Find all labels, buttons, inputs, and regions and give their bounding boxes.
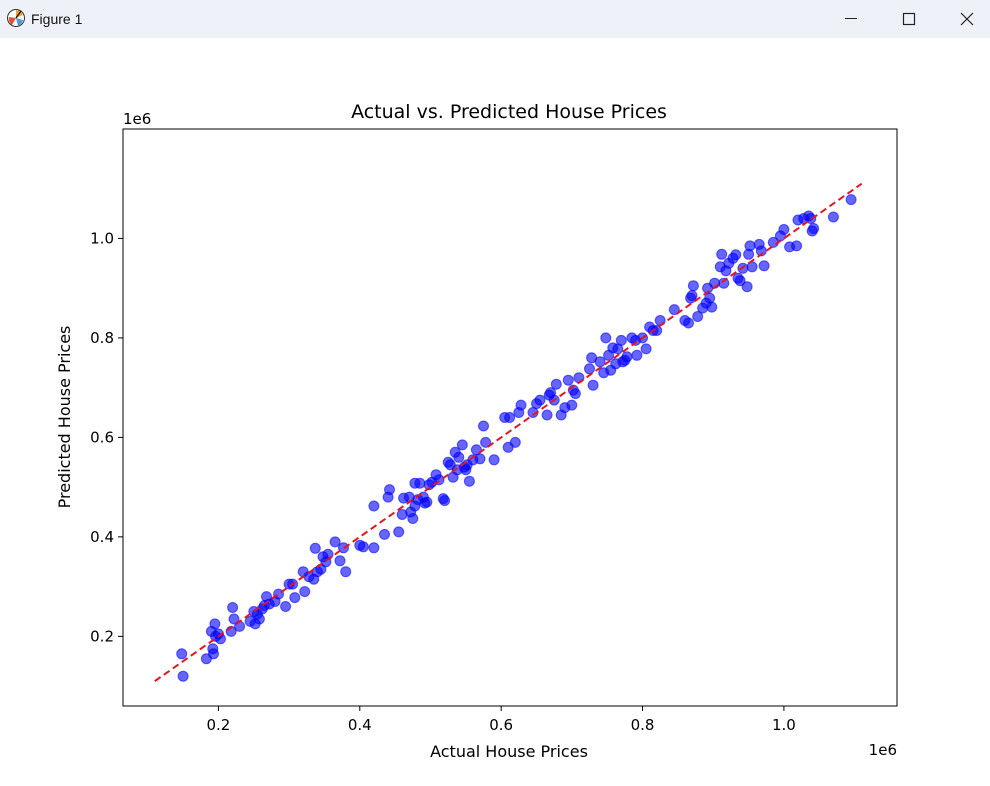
x-axis-label: Actual House Prices bbox=[430, 742, 588, 761]
data-point bbox=[299, 586, 311, 598]
data-point bbox=[474, 453, 486, 465]
data-point bbox=[562, 374, 574, 386]
data-point bbox=[734, 275, 746, 287]
data-point bbox=[309, 542, 321, 554]
axes-frame bbox=[122, 128, 898, 707]
data-point bbox=[550, 378, 562, 390]
x-tick-label: 1.0 bbox=[772, 716, 796, 734]
y-offset-label: 1e6 bbox=[123, 110, 151, 128]
data-point bbox=[692, 311, 704, 322]
data-point bbox=[334, 555, 346, 567]
window-titlebar: Figure 1 bbox=[0, 0, 990, 38]
data-point bbox=[594, 356, 606, 368]
data-point bbox=[357, 541, 369, 553]
data-point bbox=[384, 484, 395, 496]
data-point bbox=[414, 477, 426, 489]
y-tick-label: 0.6 bbox=[90, 428, 114, 446]
figure-canvas: Actual vs. Predicted House Prices 0.2 0.4… bbox=[55, 101, 898, 761]
x-tick-label: 0.4 bbox=[348, 716, 372, 734]
data-point bbox=[407, 513, 419, 524]
data-point bbox=[340, 566, 352, 578]
data-point bbox=[758, 260, 770, 272]
data-point bbox=[686, 290, 698, 302]
x-tick-label: 0.8 bbox=[631, 716, 655, 734]
data-point bbox=[683, 317, 694, 329]
data-point bbox=[587, 379, 599, 391]
data-point bbox=[615, 334, 627, 346]
data-point bbox=[791, 240, 803, 252]
data-point bbox=[253, 613, 265, 625]
data-point bbox=[368, 542, 380, 554]
data-point bbox=[541, 409, 553, 421]
data-point bbox=[488, 454, 500, 466]
data-point bbox=[718, 277, 730, 289]
data-point bbox=[716, 248, 728, 260]
data-point bbox=[741, 281, 753, 293]
data-point bbox=[755, 245, 767, 257]
data-point bbox=[329, 536, 341, 548]
y-axis-label: Predicted House Prices bbox=[55, 326, 74, 509]
data-point bbox=[584, 363, 595, 375]
data-point bbox=[687, 280, 699, 292]
data-point bbox=[706, 301, 718, 313]
data-point bbox=[480, 436, 492, 448]
data-point bbox=[176, 648, 188, 660]
data-point bbox=[280, 601, 292, 612]
maximize-button[interactable] bbox=[880, 0, 938, 38]
close-icon bbox=[960, 12, 974, 26]
data-point bbox=[621, 351, 633, 363]
data-point bbox=[566, 399, 578, 411]
data-point bbox=[805, 213, 817, 224]
minimize-icon bbox=[845, 18, 857, 19]
data-point bbox=[640, 343, 652, 355]
x-offset-label: 1e6 bbox=[869, 741, 897, 759]
data-point bbox=[439, 495, 451, 507]
data-point bbox=[453, 451, 465, 463]
data-point bbox=[177, 670, 189, 682]
data-point bbox=[534, 394, 546, 406]
chart-title: Actual vs. Predicted House Prices bbox=[351, 101, 667, 123]
data-point bbox=[845, 194, 857, 206]
data-point bbox=[209, 618, 221, 630]
data-point bbox=[730, 249, 742, 261]
y-tick-label: 1.0 bbox=[90, 229, 114, 247]
data-point bbox=[478, 420, 489, 432]
data-point bbox=[421, 496, 433, 508]
data-point bbox=[456, 439, 468, 451]
data-point bbox=[704, 292, 716, 304]
data-point bbox=[668, 304, 680, 316]
minimize-button[interactable] bbox=[822, 0, 880, 38]
data-point bbox=[463, 475, 475, 487]
data-point bbox=[393, 526, 405, 538]
axis-ticks: 0.2 0.4 0.6 0.8 1.0 0.2 0.4 0.6 0.8 1.0 bbox=[90, 229, 796, 734]
data-point bbox=[631, 349, 643, 361]
plot-area bbox=[154, 182, 863, 682]
data-point bbox=[744, 240, 756, 252]
data-point bbox=[515, 399, 527, 411]
matplotlib-figure-icon bbox=[7, 9, 25, 27]
data-point bbox=[227, 602, 239, 613]
data-point bbox=[228, 613, 240, 625]
x-tick-label: 0.6 bbox=[489, 716, 513, 734]
data-point bbox=[778, 224, 790, 235]
data-point bbox=[569, 388, 581, 400]
data-point bbox=[808, 223, 820, 234]
close-button[interactable] bbox=[938, 0, 990, 38]
x-tick-label: 0.2 bbox=[206, 716, 230, 734]
reference-line bbox=[154, 182, 863, 682]
maximize-icon bbox=[902, 12, 916, 26]
data-point bbox=[504, 412, 516, 423]
data-point bbox=[208, 648, 219, 660]
data-point bbox=[368, 500, 380, 512]
y-tick-label: 0.4 bbox=[90, 528, 114, 546]
data-point bbox=[289, 592, 301, 604]
window-title: Figure 1 bbox=[31, 11, 83, 27]
data-point bbox=[600, 332, 612, 344]
data-point bbox=[827, 211, 839, 223]
y-tick-label: 0.8 bbox=[90, 329, 114, 347]
data-point bbox=[379, 528, 390, 540]
data-point bbox=[509, 436, 521, 448]
y-tick-label: 0.2 bbox=[90, 627, 114, 645]
